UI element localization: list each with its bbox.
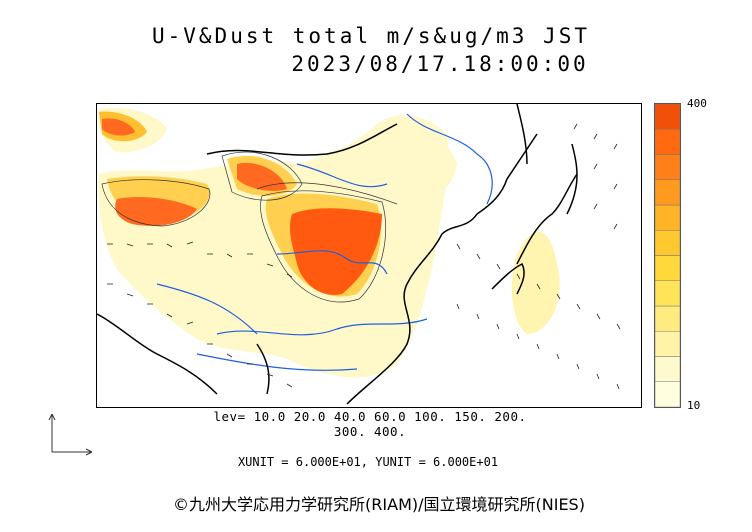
wind-vectors [107, 123, 621, 390]
vector-axis-icon [44, 410, 104, 464]
legend-swatch [654, 331, 681, 357]
legend-max-label: 400 [687, 97, 707, 110]
legend-swatch [654, 154, 681, 180]
dust-map-svg [97, 104, 621, 405]
coastlines [97, 104, 578, 405]
legend-swatch [654, 356, 681, 382]
legend-swatch [654, 381, 681, 408]
legend-swatch [654, 280, 681, 307]
legend-swatch [654, 103, 681, 130]
dust-contours [101, 151, 398, 303]
legend-swatch [654, 204, 681, 231]
legend-swatch [654, 179, 681, 206]
color-scale-legend [654, 103, 681, 408]
legend-swatch [654, 255, 681, 281]
contour-levels-line2: 300. 400. [333, 424, 407, 439]
copyright-notice: ©九州大学応用力学研究所(RIAM)/国立環境研究所(NIES) [173, 495, 585, 514]
legend-swatch [654, 305, 681, 332]
map-timestamp: 2023/08/17.18:00:00 [291, 52, 589, 76]
legend-swatch [654, 230, 681, 256]
dust-field-high [102, 118, 382, 295]
contour-levels-line1: lev= 10.0 20.0 40.0 60.0 100. 150. 200. [213, 409, 527, 424]
map-title: U-V&Dust total m/s&ug/m3 JST [151, 24, 590, 48]
legend-swatch [654, 129, 681, 155]
dust-map-panel [96, 103, 642, 408]
legend-swatches [654, 103, 681, 408]
rivers [156, 113, 493, 371]
vector-units: XUNIT = 6.000E+01, YUNIT = 6.000E+01 [237, 455, 499, 469]
legend-min-label: 10 [687, 399, 701, 412]
